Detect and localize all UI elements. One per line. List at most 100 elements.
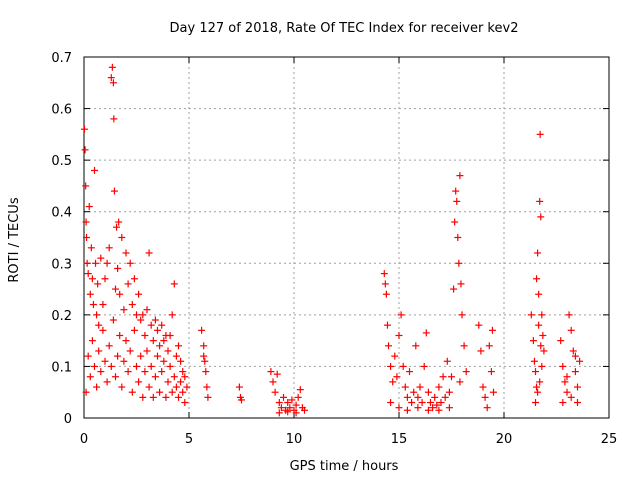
- data-point: [380, 270, 388, 278]
- data-point: [122, 249, 130, 257]
- data-point: [445, 388, 453, 396]
- data-point: [122, 337, 130, 345]
- data-point: [105, 244, 113, 252]
- data-point: [120, 357, 128, 365]
- data-point: [561, 378, 569, 386]
- data-point: [164, 378, 172, 386]
- data-point: [128, 388, 136, 396]
- data-point: [453, 197, 461, 205]
- data-point: [269, 378, 277, 386]
- data-point: [534, 388, 542, 396]
- data-point: [458, 311, 466, 319]
- data-point: [109, 79, 117, 87]
- data-point: [462, 368, 470, 376]
- chart-title: Day 127 of 2018, Rate Of TEC Index for r…: [170, 21, 519, 36]
- data-point: [87, 244, 95, 252]
- data-point: [156, 388, 164, 396]
- data-point: [481, 393, 489, 401]
- data-point: [149, 337, 157, 345]
- data-point: [137, 352, 145, 360]
- x-tick-label: 25: [601, 432, 618, 447]
- data-point: [433, 401, 441, 409]
- data-point: [448, 373, 455, 381]
- data-point: [124, 368, 132, 376]
- data-point: [172, 383, 180, 391]
- data-point: [168, 388, 176, 396]
- data-point: [416, 383, 424, 391]
- data-point: [116, 331, 124, 339]
- data-point: [147, 362, 155, 370]
- data-point: [82, 388, 90, 396]
- data-point: [93, 311, 101, 319]
- data-point: [200, 352, 208, 360]
- data-point: [120, 306, 128, 314]
- data-point: [383, 321, 391, 329]
- data-point: [267, 368, 275, 376]
- data-point: [574, 383, 581, 391]
- x-tick-label: 20: [496, 432, 513, 447]
- data-point: [296, 386, 304, 394]
- data-point: [532, 368, 539, 376]
- data-point: [151, 373, 159, 381]
- data-point: [535, 321, 543, 329]
- data-point: [170, 373, 178, 381]
- y-tick-label: 0.5: [51, 154, 72, 169]
- y-tick-label: 0.4: [51, 206, 72, 221]
- data-point: [557, 337, 565, 345]
- data-point: [135, 378, 143, 386]
- data-point: [179, 368, 187, 376]
- data-point: [116, 290, 124, 298]
- data-point: [128, 301, 136, 309]
- data-point: [532, 399, 539, 407]
- data-point: [456, 172, 464, 180]
- data-point: [105, 342, 113, 350]
- data-point: [147, 321, 155, 329]
- data-point: [95, 347, 103, 355]
- data-point: [137, 316, 145, 324]
- data-point: [107, 362, 115, 370]
- data-point: [410, 388, 418, 396]
- data-point: [113, 223, 121, 231]
- data-point: [451, 218, 459, 226]
- data-point: [145, 383, 153, 391]
- data-point: [450, 285, 458, 293]
- data-point: [168, 311, 176, 319]
- data-point: [277, 404, 285, 412]
- data-point: [91, 166, 98, 174]
- data-point: [460, 342, 468, 350]
- data-point: [84, 270, 92, 278]
- data-point: [382, 290, 390, 298]
- data-point: [445, 404, 453, 412]
- data-point: [535, 290, 543, 298]
- data-point: [83, 259, 91, 267]
- data-point: [175, 393, 182, 401]
- x-axis-label: GPS time / hours: [290, 459, 399, 474]
- data-point: [203, 383, 211, 391]
- data-point: [567, 393, 575, 401]
- data-point: [395, 404, 403, 412]
- data-point: [80, 125, 88, 133]
- data-point: [452, 187, 460, 195]
- data-point: [571, 352, 579, 360]
- data-point: [292, 409, 300, 417]
- data-point: [99, 301, 107, 309]
- data-point: [202, 368, 210, 376]
- data-point: [156, 342, 164, 350]
- data-point: [126, 347, 134, 355]
- data-point: [475, 321, 483, 329]
- data-point: [201, 357, 209, 365]
- data-point: [381, 280, 389, 288]
- data-point: [83, 234, 91, 241]
- data-point: [292, 401, 300, 409]
- data-point: [143, 347, 151, 355]
- data-point: [284, 408, 292, 416]
- data-point: [275, 399, 283, 407]
- data-point: [139, 393, 147, 401]
- data-point: [145, 249, 153, 257]
- data-point: [424, 388, 432, 396]
- data-point: [151, 316, 159, 324]
- data-point: [86, 373, 94, 381]
- data-point: [530, 357, 538, 365]
- data-point: [84, 352, 92, 360]
